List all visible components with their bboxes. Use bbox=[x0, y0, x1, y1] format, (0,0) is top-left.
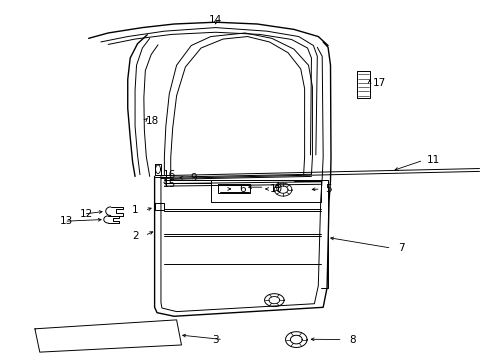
Text: 9: 9 bbox=[191, 173, 197, 183]
Text: 15: 15 bbox=[163, 179, 176, 189]
Text: 13: 13 bbox=[60, 216, 74, 226]
Text: 2: 2 bbox=[132, 231, 138, 240]
Text: 18: 18 bbox=[146, 116, 159, 126]
Text: 3: 3 bbox=[212, 334, 219, 345]
Text: 5: 5 bbox=[325, 184, 331, 194]
Text: 16: 16 bbox=[163, 170, 176, 180]
Text: 8: 8 bbox=[349, 334, 356, 345]
Text: 12: 12 bbox=[79, 209, 93, 219]
Text: 4: 4 bbox=[273, 182, 280, 192]
Text: 17: 17 bbox=[373, 78, 386, 88]
Text: 7: 7 bbox=[398, 243, 405, 253]
Text: 14: 14 bbox=[209, 15, 222, 26]
Text: 1: 1 bbox=[132, 206, 138, 216]
Text: 11: 11 bbox=[426, 155, 440, 165]
Text: 10: 10 bbox=[270, 184, 283, 194]
Text: 6: 6 bbox=[239, 184, 246, 194]
